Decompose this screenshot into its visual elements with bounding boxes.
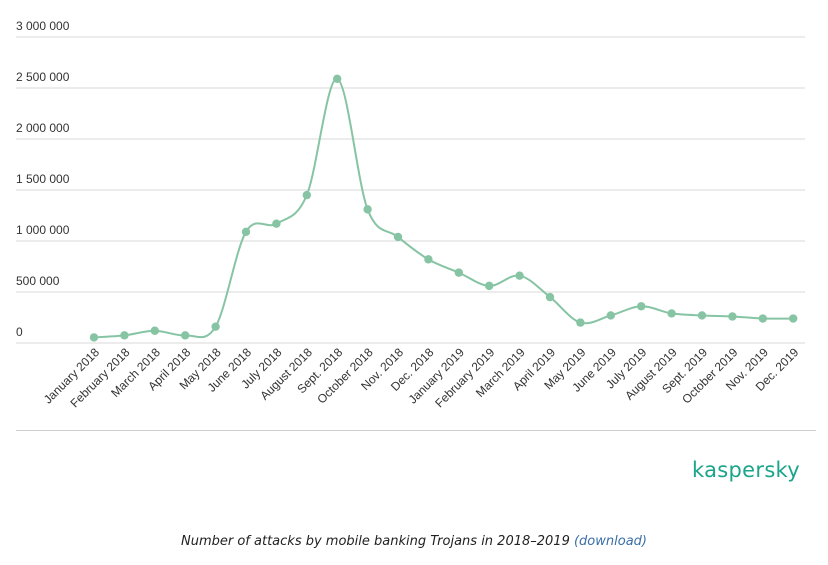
y-tick-label: 2 500 000 [16,70,70,84]
data-point [302,190,311,200]
data-point [241,227,251,237]
data-points [89,74,798,342]
data-point [89,333,99,342]
data-point [545,292,555,302]
chart-divider [16,430,816,431]
data-point [333,74,342,84]
y-axis-tick-labels: 0 500 000 1 000 000 1 500 000 2 000 000 2 500… [16,19,70,339]
series-line [93,77,794,339]
data-point [515,271,524,280]
data-point [789,314,798,323]
data-point [211,322,220,331]
data-point [697,311,707,320]
data-point [576,318,585,327]
data-point [120,331,129,340]
data-point [758,314,767,323]
kaspersky-logo: kaspersky [692,458,800,482]
figure-caption: Number of attacks by mobile banking Troj… [0,534,828,549]
data-point [363,205,372,214]
data-point [393,232,403,242]
data-point [181,331,190,340]
y-tick-label: 0 [16,325,23,339]
data-point [485,281,494,291]
chart-gridlines [16,36,805,344]
data-point [150,326,159,335]
data-point [637,302,646,311]
data-point [667,309,676,318]
download-link[interactable]: (download) [573,534,647,549]
y-tick-label: 3 000 000 [16,19,70,33]
y-tick-label: 500 000 [16,274,60,288]
data-point [272,219,281,228]
line-chart: 0 500 000 1 000 000 1 500 000 2 000 000 2 500… [16,19,805,410]
data-point [454,268,463,277]
data-point [728,312,737,321]
data-point [424,255,433,264]
y-tick-label: 1 500 000 [16,172,70,186]
y-tick-label: 1 000 000 [16,223,70,237]
y-tick-label: 2 000 000 [16,121,70,135]
data-point [606,311,615,320]
caption-text: Number of attacks by mobile banking Troj… [181,534,574,549]
